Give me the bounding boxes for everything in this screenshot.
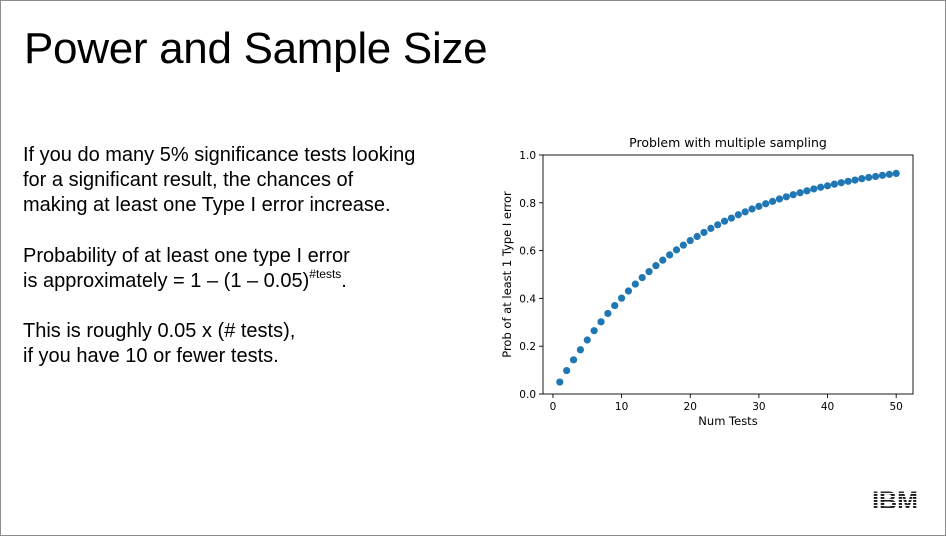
data-point [817, 183, 825, 191]
data-point [844, 177, 852, 185]
data-point [865, 173, 873, 182]
data-point [789, 191, 797, 199]
data-point [583, 336, 591, 344]
y-tick-label: 0.0 [519, 389, 536, 401]
data-point [638, 274, 646, 282]
x-tick-label: 0 [550, 401, 557, 413]
data-point [666, 251, 674, 259]
data-point [741, 208, 749, 216]
data-point [769, 197, 777, 205]
x-tick-label: 40 [821, 401, 834, 413]
x-axis-label: Num Tests [698, 414, 757, 428]
chart-title: Problem with multiple sampling [629, 135, 827, 150]
data-point [714, 221, 722, 229]
y-tick-label: 0.4 [519, 293, 536, 305]
data-point [796, 189, 804, 197]
paragraph-line: for a significant result, the chances of [23, 169, 354, 191]
data-point [748, 205, 756, 213]
data-point [624, 287, 633, 295]
data-point [604, 309, 612, 318]
data-point [727, 214, 736, 222]
data-point [810, 185, 818, 193]
data-point [885, 170, 893, 178]
x-tick-label: 50 [889, 401, 902, 413]
y-tick-label: 0.2 [519, 341, 536, 353]
data-point [803, 187, 811, 195]
paragraph-line: Probability of at least one type I error [23, 245, 350, 267]
data-point [652, 262, 660, 270]
paragraph-multiple-tests: If you do many 5% significance tests loo… [23, 143, 463, 218]
paragraph-line: making at least one Type I error increas… [23, 194, 391, 216]
slide-title: Power and Sample Size [24, 24, 488, 73]
data-point [569, 356, 578, 364]
data-point [686, 236, 694, 245]
data-point [576, 346, 585, 354]
data-point [645, 268, 653, 276]
paragraph-probability-formula: Probability of at least one type I error… [23, 244, 463, 294]
formula-period: . [341, 270, 347, 292]
ibm-logo: IBM [872, 488, 918, 512]
y-tick-label: 0.6 [519, 246, 536, 258]
data-point [597, 318, 605, 326]
data-point [837, 179, 845, 187]
formula-line: is approximately = 1 – (1 – 0.05)#tests. [23, 267, 463, 294]
data-point [830, 180, 839, 188]
data-point [707, 224, 715, 232]
y-axis-label: Prob of at least 1 Type I error [500, 191, 514, 358]
data-point [720, 217, 729, 225]
data-point [871, 172, 880, 181]
data-point [617, 294, 626, 302]
x-tick-label: 30 [752, 401, 765, 413]
formula-exponent: #tests [309, 267, 342, 281]
data-point [590, 327, 598, 335]
data-point [858, 175, 866, 183]
axes-frame [542, 154, 914, 395]
data-point [672, 246, 681, 254]
data-point [556, 378, 564, 386]
data-point [693, 232, 701, 241]
x-tick-label: 10 [615, 401, 628, 413]
data-point [762, 200, 770, 208]
data-point [851, 176, 859, 184]
data-point [823, 182, 832, 190]
data-point [734, 211, 742, 219]
scatter-chart: 0 10 20 30 40 50 0.0 0.2 0.4 0.6 0.8 1.0 Problem wit… [500, 135, 914, 428]
data-point [563, 366, 571, 375]
data-point [700, 228, 708, 237]
data-point [878, 171, 887, 179]
data-point [679, 241, 687, 249]
paragraph-line: This is roughly 0.05 x (# tests), [23, 320, 296, 342]
formula-text: is approximately = 1 – (1 – 0.05) [23, 270, 310, 292]
data-point [631, 280, 639, 288]
ibm-logo-wordmark: IBM [872, 488, 918, 512]
data-point [755, 202, 763, 210]
paragraph-line: If you do many 5% significance tests loo… [23, 144, 416, 166]
data-point [892, 169, 900, 178]
paragraph-line: if you have 10 or fewer tests. [23, 345, 279, 367]
y-tick-label: 0.8 [519, 198, 536, 210]
data-point [611, 301, 619, 310]
y-tick-label: 1.0 [519, 150, 536, 162]
data-point [775, 195, 784, 203]
x-tick-label: 20 [684, 401, 697, 413]
plot-area: 0 10 20 30 40 50 0.0 0.2 0.4 0.6 0.8 1.0 Problem wit… [500, 135, 914, 428]
data-point [782, 193, 790, 201]
paragraph-approximation: This is roughly 0.05 x (# tests), if you… [23, 319, 463, 369]
data-point [659, 256, 667, 264]
